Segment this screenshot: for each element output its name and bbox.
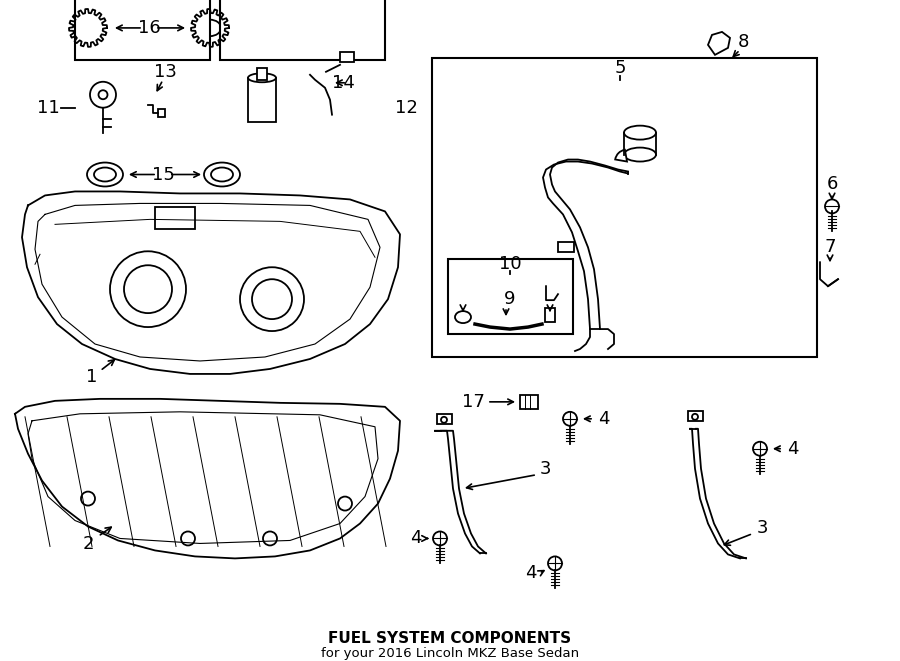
Circle shape [252,279,292,319]
Text: 13: 13 [154,63,176,81]
Circle shape [338,496,352,510]
Polygon shape [708,32,730,55]
Ellipse shape [624,147,656,161]
Circle shape [753,442,767,455]
Text: 1: 1 [86,368,98,386]
Circle shape [81,492,95,506]
Ellipse shape [248,73,276,82]
Bar [448,259,573,334]
Circle shape [124,265,172,313]
Circle shape [433,531,447,545]
Text: 7: 7 [824,239,836,256]
Text: 17: 17 [462,393,485,411]
Bar [155,208,195,229]
Circle shape [110,251,186,327]
Bar [220,0,385,60]
Text: 4: 4 [526,564,537,582]
Circle shape [240,267,304,331]
Text: 4: 4 [787,440,798,457]
Ellipse shape [455,311,471,323]
Text: 3: 3 [756,520,768,537]
Text: 16: 16 [138,19,160,37]
Text: 14: 14 [332,74,355,92]
Circle shape [548,557,562,570]
Text: 2: 2 [82,535,94,553]
Bar [688,411,703,421]
Ellipse shape [77,20,99,36]
Bar [432,58,817,357]
Text: 8: 8 [737,33,749,51]
Text: 15: 15 [151,165,175,184]
Text: 10: 10 [499,255,521,273]
Circle shape [692,414,698,420]
Bar [437,414,452,424]
Ellipse shape [204,163,240,186]
Text: 9: 9 [504,290,516,308]
Bar [248,78,276,122]
Wedge shape [616,150,627,161]
Circle shape [98,91,107,99]
Bar [520,395,538,409]
Text: 12: 12 [395,98,418,117]
Circle shape [90,82,116,108]
Text: 4: 4 [598,410,609,428]
Bar [75,0,210,60]
Circle shape [563,412,577,426]
Text: FUEL SYSTEM COMPONENTS: FUEL SYSTEM COMPONENTS [328,631,572,646]
Circle shape [263,531,277,545]
Text: for your 2016 Lincoln MKZ Base Sedan: for your 2016 Lincoln MKZ Base Sedan [321,646,579,660]
Ellipse shape [199,20,221,36]
Circle shape [441,417,447,423]
Ellipse shape [87,163,123,186]
Bar [158,108,165,117]
Ellipse shape [211,167,233,182]
Bar [558,243,574,253]
Circle shape [181,531,195,545]
Text: 3: 3 [539,459,551,478]
Bar [340,52,354,62]
Ellipse shape [94,167,116,182]
Bar [257,68,267,80]
Bar [545,308,555,322]
Text: 6: 6 [826,175,838,194]
Ellipse shape [624,126,656,139]
Circle shape [825,200,839,214]
Text: 5: 5 [614,59,626,77]
Text: 4: 4 [410,529,422,547]
Text: 11: 11 [37,98,60,117]
